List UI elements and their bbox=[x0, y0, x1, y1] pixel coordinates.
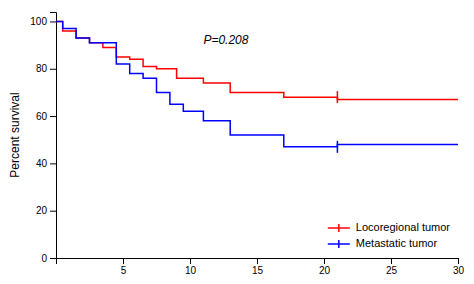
tick-label: 80 bbox=[36, 63, 48, 74]
tick-mark bbox=[50, 211, 56, 212]
legend: Locoregional tumor Metastatic tumor bbox=[328, 221, 451, 249]
tick-mark bbox=[50, 163, 56, 164]
tick: 20 bbox=[36, 205, 56, 216]
tick-label: 60 bbox=[36, 111, 48, 122]
tick-label: 30 bbox=[453, 265, 465, 276]
tick-mark bbox=[50, 258, 56, 259]
tick: 20 bbox=[319, 258, 331, 276]
tick-mark bbox=[391, 258, 392, 264]
legend-swatch-tick bbox=[338, 240, 340, 248]
tick: 100 bbox=[30, 16, 56, 27]
tick-label: 15 bbox=[252, 265, 264, 276]
tick-label: 20 bbox=[319, 265, 331, 276]
tick-mark bbox=[123, 258, 124, 264]
tick-label: 40 bbox=[36, 158, 48, 169]
tick-label: 10 bbox=[185, 265, 197, 276]
tick: 30 bbox=[453, 258, 465, 276]
y-axis-title: Percent survival bbox=[8, 92, 22, 177]
tick: 0 bbox=[41, 253, 56, 264]
tick: 80 bbox=[36, 63, 56, 74]
y-axis: 0 20 40 60 80 100 bbox=[30, 13, 56, 264]
tick: 5 bbox=[121, 258, 127, 276]
tick-label: 20 bbox=[36, 205, 48, 216]
tick-label: 0 bbox=[41, 253, 47, 264]
tick-mark bbox=[190, 258, 191, 264]
tick-mark bbox=[458, 258, 459, 264]
legend-swatch-tick bbox=[338, 224, 340, 232]
tick: 10 bbox=[185, 258, 197, 276]
legend-entry: Metastatic tumor bbox=[328, 237, 438, 249]
tick: 60 bbox=[36, 111, 56, 122]
tick-mark bbox=[324, 258, 325, 264]
axis-line bbox=[50, 13, 57, 259]
tick-mark bbox=[50, 116, 56, 117]
tick-label: 5 bbox=[121, 265, 127, 276]
tick-label: 100 bbox=[30, 16, 47, 27]
survival-line bbox=[56, 21, 458, 146]
tick-label: 25 bbox=[386, 265, 398, 276]
axis-line bbox=[57, 259, 459, 265]
legend-label: Locoregional tumor bbox=[356, 221, 451, 233]
chart: 5 10 15 20 25 30 0 20 40 60 80 100 Percent survival P… bbox=[0, 0, 474, 284]
censor-mark bbox=[337, 91, 339, 103]
tick-mark bbox=[50, 21, 56, 22]
tick: 15 bbox=[252, 258, 264, 276]
legend-label: Metastatic tumor bbox=[356, 237, 438, 249]
tick-mark bbox=[50, 69, 56, 70]
plot-area bbox=[56, 21, 458, 152]
censor-mark bbox=[337, 141, 339, 153]
tick-mark bbox=[257, 258, 258, 264]
annotation: P=0.208 bbox=[203, 33, 248, 47]
tick: 25 bbox=[386, 258, 398, 276]
x-axis: 5 10 15 20 25 30 bbox=[57, 258, 465, 276]
tick: 40 bbox=[36, 158, 56, 169]
legend-entry: Locoregional tumor bbox=[328, 221, 451, 233]
